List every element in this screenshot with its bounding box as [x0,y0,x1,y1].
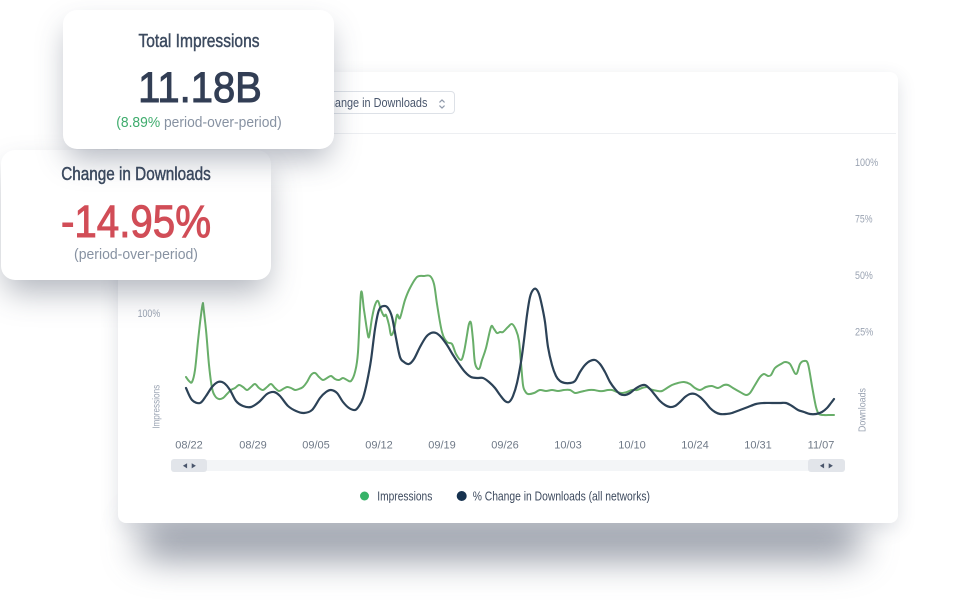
svg-text:09/12: 09/12 [365,440,393,452]
svg-text:100%: 100% [138,308,161,320]
svg-text:25%: 25% [855,327,873,339]
svg-text:08/29: 08/29 [239,440,267,452]
svg-text:09/05: 09/05 [302,440,330,452]
svg-text:75%: 75% [855,214,873,226]
svg-text:10/03: 10/03 [554,440,582,452]
svg-text:09/26: 09/26 [491,440,519,452]
svg-text:100%: 100% [855,157,878,169]
svg-text:09/19: 09/19 [428,440,456,452]
svg-text:10/10: 10/10 [618,440,646,452]
svg-text:10/24: 10/24 [681,440,709,452]
svg-text:Impressions: Impressions [377,489,432,503]
svg-text:10/31: 10/31 [744,440,772,452]
svg-text:11/07: 11/07 [808,440,835,452]
svg-text:Downloads: Downloads [857,388,869,432]
svg-text:% Change in Downloads (all net: % Change in Downloads (all networks) [473,489,650,503]
svg-text:Impressions: Impressions [151,385,163,429]
svg-text:08/22: 08/22 [175,440,203,452]
svg-text:50%: 50% [855,270,873,282]
